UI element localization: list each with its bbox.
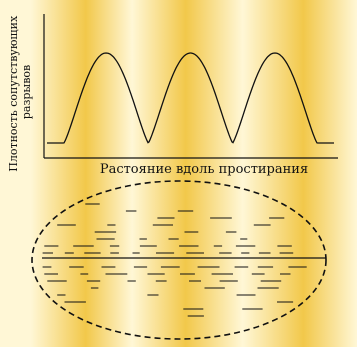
fracture-segments — [42, 203, 307, 317]
y-axis-label-line2: разрывов — [20, 65, 33, 119]
y-axis-label: Плотность сопутствующих разрывов — [7, 12, 33, 171]
x-axis-label: Растояние вдоль простирания — [100, 162, 308, 177]
y-axis-label-line1: Плотность сопутствующих — [7, 15, 20, 172]
fault-zone-ellipse — [31, 180, 327, 340]
density-curve — [47, 52, 334, 144]
